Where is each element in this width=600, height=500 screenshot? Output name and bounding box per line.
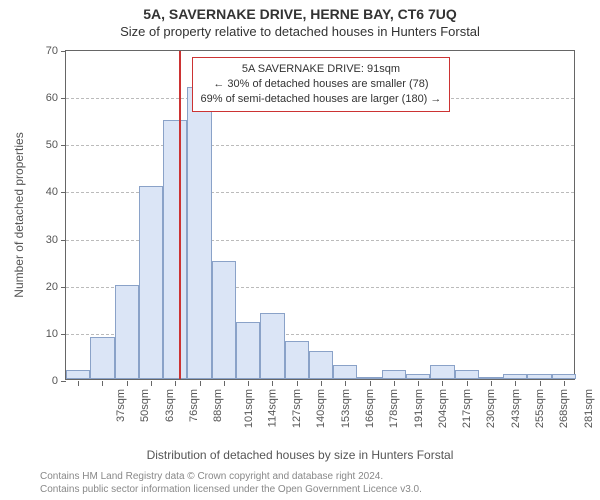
xtick-mark [175, 381, 176, 386]
ytick-label: 20 [32, 281, 58, 293]
xtick-label: 191sqm [413, 389, 425, 428]
ytick-label: 10 [32, 328, 58, 340]
xtick-label: 37sqm [115, 389, 127, 422]
marker-line [179, 51, 181, 379]
histogram-bar [479, 377, 503, 379]
ytick-mark [61, 145, 66, 146]
xtick-mark [78, 381, 79, 386]
xtick-label: 217sqm [461, 389, 473, 428]
xtick-mark [102, 381, 103, 386]
xtick-mark [345, 381, 346, 386]
xtick-mark [321, 381, 322, 386]
histogram-bar [503, 374, 527, 379]
footer-line-1: Contains HM Land Registry data © Crown c… [40, 471, 422, 484]
xtick-mark [272, 381, 273, 386]
histogram-bar [357, 377, 381, 379]
xtick-label: 63sqm [164, 389, 176, 422]
xtick-mark [370, 381, 371, 386]
xtick-mark [491, 381, 492, 386]
histogram-bar [285, 341, 309, 379]
xtick-mark [200, 381, 201, 386]
annotation-line-1: 5A SAVERNAKE DRIVE: 91sqm [201, 62, 442, 77]
ytick-mark [61, 240, 66, 241]
histogram-bar [187, 87, 211, 379]
xtick-label: 76sqm [188, 389, 200, 422]
ytick-mark [61, 51, 66, 52]
xtick-mark [151, 381, 152, 386]
xtick-label: 101sqm [243, 389, 255, 428]
xtick-label: 178sqm [388, 389, 400, 428]
xtick-mark [540, 381, 541, 386]
footer-line-2: Contains public sector information licen… [40, 484, 422, 497]
histogram-bar [90, 337, 114, 379]
xtick-mark [127, 381, 128, 386]
chart-container: 5A, SAVERNAKE DRIVE, HERNE BAY, CT6 7UQ … [0, 0, 600, 500]
xtick-label: 50sqm [139, 389, 151, 422]
xtick-label: 204sqm [437, 389, 449, 428]
histogram-bar [139, 186, 163, 379]
xtick-mark [515, 381, 516, 386]
ytick-label: 60 [32, 92, 58, 104]
histogram-bar [333, 365, 357, 379]
histogram-bar [382, 370, 406, 379]
histogram-bar [260, 313, 284, 379]
xtick-label: 230sqm [486, 389, 498, 428]
ytick-label: 50 [32, 139, 58, 151]
ytick-mark [61, 381, 66, 382]
xtick-label: 281sqm [583, 389, 595, 428]
ytick-label: 40 [32, 186, 58, 198]
xtick-label: 114sqm [266, 389, 278, 427]
histogram-bar [66, 370, 90, 379]
xtick-label: 243sqm [510, 389, 522, 428]
ytick-mark [61, 334, 66, 335]
gridline [66, 145, 574, 146]
xtick-label: 166sqm [364, 389, 376, 428]
annotation-line-2: ← 30% of detached houses are smaller (78… [201, 77, 442, 92]
chart-title: 5A, SAVERNAKE DRIVE, HERNE BAY, CT6 7UQ [0, 0, 600, 22]
histogram-bar [455, 370, 479, 379]
xtick-mark [224, 381, 225, 386]
xtick-label: 140sqm [316, 389, 328, 428]
chart-subtitle: Size of property relative to detached ho… [0, 24, 600, 39]
x-axis-label: Distribution of detached houses by size … [0, 448, 600, 462]
histogram-bar [552, 374, 576, 379]
annotation-line-3: 69% of semi-detached houses are larger (… [201, 92, 442, 107]
y-axis-label: Number of detached properties [12, 50, 26, 380]
xtick-mark [394, 381, 395, 386]
xtick-label: 268sqm [558, 389, 570, 428]
ytick-label: 30 [32, 234, 58, 246]
plot-area: 01020304050607037sqm50sqm63sqm76sqm88sqm… [65, 50, 575, 380]
histogram-bar [163, 120, 187, 379]
annotation-box: 5A SAVERNAKE DRIVE: 91sqm← 30% of detach… [192, 57, 451, 112]
xtick-mark [248, 381, 249, 386]
histogram-bar [527, 374, 551, 379]
ytick-mark [61, 192, 66, 193]
ytick-mark [61, 98, 66, 99]
xtick-label: 127sqm [291, 389, 303, 428]
xtick-mark [467, 381, 468, 386]
histogram-bar [115, 285, 139, 379]
xtick-mark [564, 381, 565, 386]
histogram-bar [236, 322, 260, 379]
xtick-mark [297, 381, 298, 386]
xtick-mark [442, 381, 443, 386]
ytick-label: 70 [32, 45, 58, 57]
histogram-bar [309, 351, 333, 379]
histogram-bar [406, 374, 430, 379]
histogram-bar [430, 365, 454, 379]
footer-text: Contains HM Land Registry data © Crown c… [40, 471, 422, 496]
xtick-label: 153sqm [340, 389, 352, 428]
xtick-mark [418, 381, 419, 386]
histogram-bar [212, 261, 236, 379]
ytick-label: 0 [32, 375, 58, 387]
xtick-label: 255sqm [534, 389, 546, 428]
xtick-label: 88sqm [212, 389, 224, 422]
ytick-mark [61, 287, 66, 288]
